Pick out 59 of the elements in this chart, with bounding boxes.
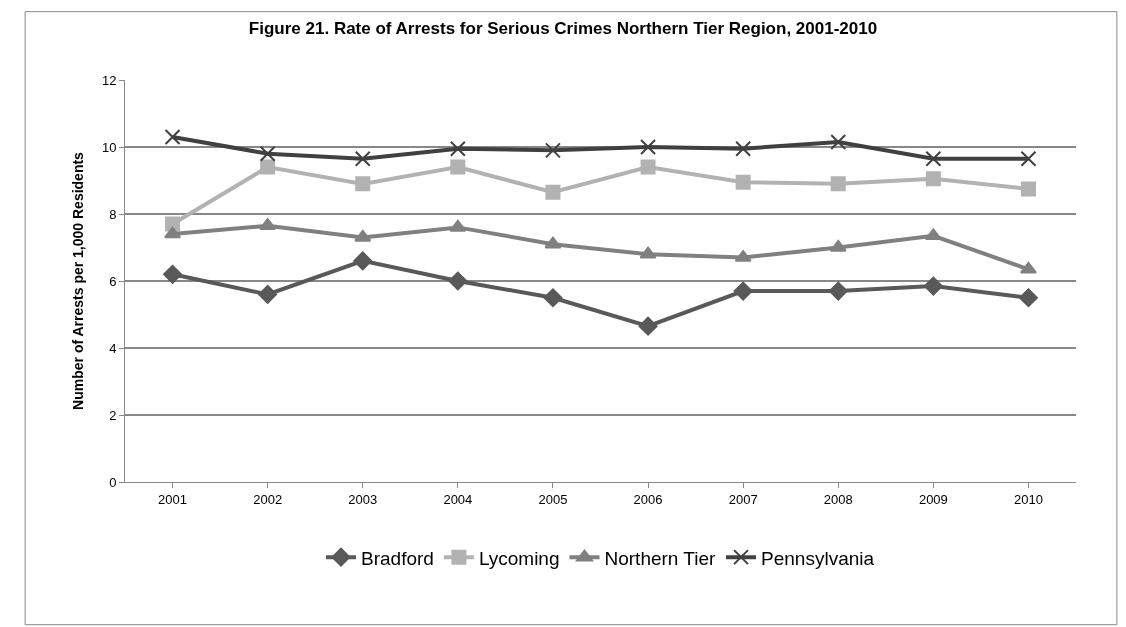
point — [733, 281, 753, 301]
x-tick-label: 2003 — [348, 491, 378, 507]
x-tick-label: 2004 — [443, 491, 473, 507]
point — [544, 236, 562, 249]
point — [355, 176, 371, 192]
y-tick-label: 12 — [101, 72, 117, 88]
point — [638, 316, 658, 336]
legend-label: Bradford — [361, 547, 434, 569]
y-axis-title: Number of Arrests per 1,000 Residents — [69, 151, 86, 410]
point — [354, 229, 372, 242]
point — [449, 219, 467, 232]
point — [923, 276, 943, 296]
point — [735, 140, 752, 157]
point — [259, 145, 276, 162]
x-tick-label: 2005 — [538, 491, 568, 507]
y-tick-label: 4 — [109, 340, 117, 356]
point — [450, 159, 466, 175]
point — [925, 171, 941, 187]
x-tick-label: 2007 — [728, 491, 758, 507]
point — [164, 128, 181, 145]
point — [640, 159, 656, 175]
y-tick-label: 6 — [109, 273, 117, 289]
point — [925, 150, 942, 167]
point — [735, 174, 751, 190]
point — [924, 228, 942, 241]
y-tick-label: 8 — [109, 206, 117, 222]
point — [545, 184, 561, 200]
legend-label: Pennsylvania — [761, 547, 875, 569]
y-tick-label: 2 — [109, 407, 117, 423]
point — [639, 246, 657, 259]
legend-label: Lycoming — [478, 547, 560, 569]
point — [830, 133, 847, 150]
point — [164, 226, 182, 239]
point — [353, 251, 373, 271]
x-tick-label: 2010 — [1013, 491, 1043, 507]
point — [543, 288, 563, 308]
chart-title: Figure 21. Rate of Arrests for Serious Crimes Northern Tier Region, 2001-2010 — [248, 18, 878, 38]
point — [640, 139, 657, 155]
point — [1020, 150, 1037, 167]
point — [449, 140, 466, 157]
point — [258, 284, 278, 304]
x-tick-label: 2009 — [918, 491, 948, 507]
y-tick-label: 10 — [101, 139, 117, 155]
x-tick-label: 2006 — [633, 491, 663, 507]
point — [828, 281, 848, 301]
point — [830, 176, 846, 192]
point — [1019, 288, 1038, 308]
x-tick-label: 2002 — [253, 491, 283, 507]
legend-label: Northern Tier — [604, 547, 717, 569]
point — [544, 142, 561, 159]
point — [1019, 261, 1037, 274]
y-tick-label: 0 — [109, 474, 117, 490]
point — [354, 150, 371, 167]
x-tick-label: 2008 — [823, 491, 853, 507]
point — [448, 271, 468, 291]
x-tick-label: 2001 — [158, 491, 188, 507]
point — [260, 159, 276, 175]
point — [163, 264, 182, 284]
point — [1020, 181, 1036, 197]
